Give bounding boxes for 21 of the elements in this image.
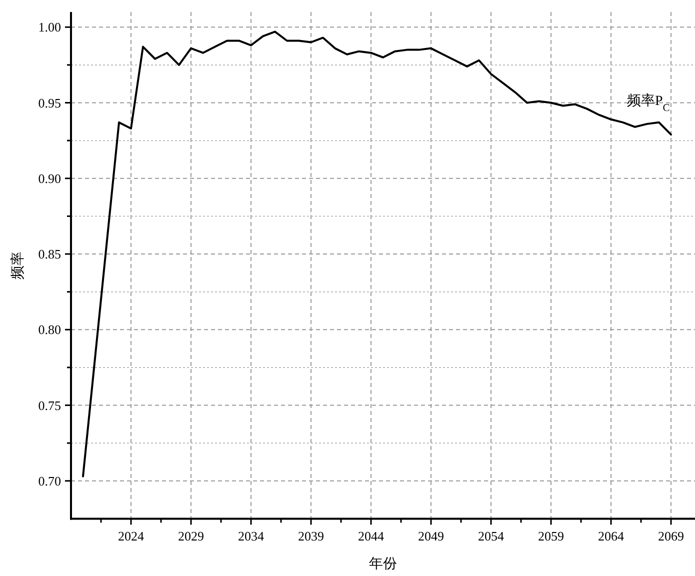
x-tick-label: 2029: [178, 528, 204, 544]
x-tick-label: 2039: [298, 528, 324, 544]
y-tick-label: 0.70: [38, 473, 61, 488]
y-axis-title: 频率: [10, 251, 26, 280]
x-tick-label: 2069: [658, 528, 684, 544]
line-series: [82, 30, 672, 478]
y-tick-label: 0.95: [38, 95, 61, 110]
x-tick-label: 2064: [598, 528, 624, 544]
x-tick-label: 2034: [238, 528, 264, 544]
x-tick-label: 2049: [418, 528, 444, 544]
x-tick-label: 2024: [118, 528, 144, 544]
x-tick-label: 2059: [538, 528, 564, 544]
y-tick-label: 0.80: [38, 322, 61, 338]
y-tick-label: 0.75: [38, 398, 61, 413]
x-tick-label: 2054: [478, 528, 504, 544]
y-tick-label: 0.85: [38, 246, 61, 262]
series-label: 频率P$_{C}$: [627, 92, 670, 114]
x-axis-title: 年份: [369, 556, 397, 572]
y-tick-label: 0.90: [38, 170, 61, 186]
y-tick-label: 1.00: [38, 20, 61, 35]
x-tick-label: 2044: [358, 528, 384, 544]
